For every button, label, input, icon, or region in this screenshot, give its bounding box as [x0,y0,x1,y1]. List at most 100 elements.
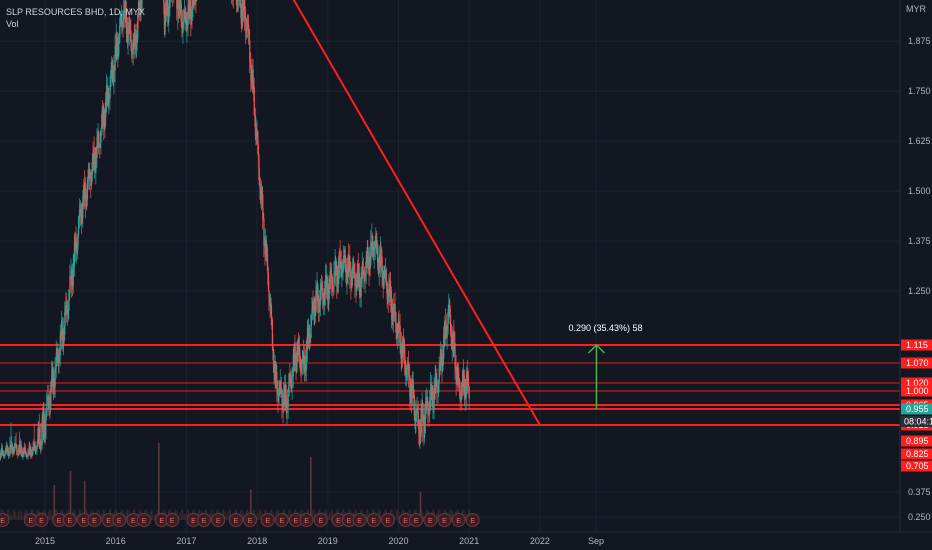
candle-body [288,385,290,389]
event-badge [228,513,243,527]
volume-bar [258,509,260,520]
candle-body [394,304,396,316]
candle-body [283,392,285,412]
event-badge-label: E [82,518,87,525]
candle-body [392,305,395,321]
candle-body [318,301,320,313]
volume-bar [464,514,466,520]
candle-body [77,237,79,250]
candle-body [45,420,47,438]
candle-body [110,71,112,77]
level-label-badge [901,460,932,472]
volume-bar [11,515,13,520]
candle-body [337,262,340,285]
candle-body [299,358,301,363]
candle-body [25,449,27,454]
candle-body [130,44,133,51]
volume-legend[interactable]: Vol [6,19,19,29]
candle-body [98,143,100,145]
candle-body [332,288,334,289]
candle-body [24,447,26,450]
price-axis[interactable]: 2.7502.6252.5002.3752.2502.1252.0001.875… [908,0,931,522]
volume-bar [227,512,229,520]
countdown-box [901,415,932,427]
volume-bar [138,510,140,520]
candle-body [375,236,378,245]
candle-body [36,446,38,450]
volume-bar [289,509,291,520]
candle-body [458,377,460,384]
symbol-title[interactable]: SLP RESOURCES BHD, 1D, MYX [6,7,145,17]
candle-body [353,268,356,274]
candle-body [405,374,408,378]
candle-body [342,263,344,272]
volume-bar [225,516,227,520]
event-badge [112,513,127,527]
candle-body [107,89,109,103]
volume-bar [52,514,54,520]
candle-body [289,374,291,377]
event-badge [211,513,226,527]
candle-body [58,355,60,365]
candle-body [447,323,449,327]
candle-body [75,237,77,252]
candle-body [124,0,126,17]
candle-body [38,427,40,445]
currency-label: MYR [906,4,927,14]
candle-body [459,391,461,400]
candle-body [406,369,408,375]
candle-body [123,11,125,27]
candle-body [454,343,456,369]
measure-tool[interactable]: 0.290 (35.43%) 58 [568,323,643,409]
volume-bar [378,509,380,520]
level-label-badge [901,435,932,447]
candle-body [438,382,440,392]
candle-body [12,446,14,455]
candle-body [446,326,448,338]
candle-body [374,243,376,249]
trendline[interactable] [155,0,541,426]
volume-bar [210,509,212,520]
candle-body [267,273,270,291]
volume-bar [310,457,312,520]
candle-body [419,429,421,445]
candle-body [349,256,351,278]
candle-body [426,397,428,406]
candle-body [343,255,345,264]
volume-bar [367,509,369,520]
volume-bar [326,511,328,520]
event-badges[interactable]: EEEEEEEEEEEEEEEEEEEEEEEEEEEEEEEEEEEE [0,513,480,527]
level-label-text: 1.020 [906,378,929,388]
candle-body [436,379,438,393]
candle-body [312,301,314,310]
candle-body [258,153,260,169]
candle-body [391,297,393,321]
candle-body [335,260,337,275]
level-label-badge [901,385,932,397]
candle-body [350,276,353,288]
time-tick-label: 2017 [176,536,196,546]
candle-body [457,370,460,378]
candle-body [373,251,375,257]
candle-body [35,450,37,452]
candle-body [433,388,435,409]
event-badge [451,513,466,527]
candle-body [370,241,372,265]
volume-bar [398,511,400,520]
candle-body [365,273,367,276]
event-badge-label: E [57,518,62,525]
candle-body [253,86,255,116]
candle-body [247,23,249,25]
volume-bar [211,509,213,520]
volume-bar [394,515,396,520]
candle-body [68,300,70,311]
candle-body [420,409,422,437]
event-badge [313,513,328,527]
candle-body [87,170,90,180]
candle-body [46,396,48,405]
time-axis[interactable]: 2015 2016 2017 2018 2019 2020 2021 2022 Sep [35,536,604,546]
candle-body [383,276,385,278]
candle-body [301,362,303,364]
candle-body [43,410,45,429]
